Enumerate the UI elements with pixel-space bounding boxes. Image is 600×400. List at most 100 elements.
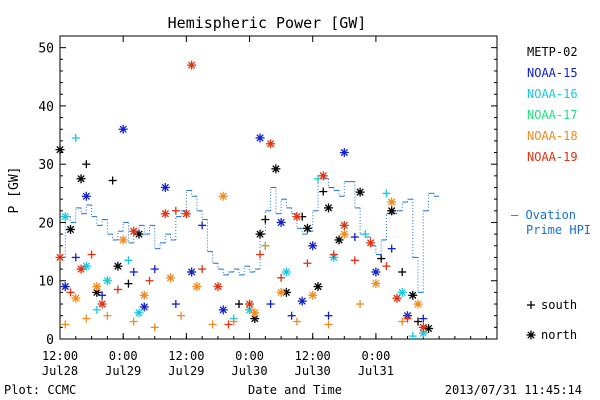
point-metp-02-north [271,164,281,174]
point-noaa-18-south [61,320,70,329]
point-metp-02-north [255,229,265,239]
ovation-hpi-line [60,175,440,293]
point-noaa-19-north [55,252,65,262]
y-axis-label: P [GW] [7,167,22,214]
point-metp-02-north [355,187,365,197]
point-noaa-19-north [160,209,170,219]
x-tick-label-date: Jul28 [42,364,78,378]
point-metp-02-south [124,279,133,288]
legend: METP-02 NOAA-15 NOAA-16 NOAA-17 NOAA-18 NOAA-… [511,45,591,342]
axis-labels: 0102030405012:00Jul280:00Jul2912:00Jul29… [38,42,394,378]
point-noaa-16-north [281,267,291,277]
point-noaa-19-north [97,299,107,309]
y-tick-label: 50 [38,42,54,57]
point-noaa-15-north [255,133,265,143]
x-tick-label-time: 0:00 [235,349,264,363]
legend-noaa-18: NOAA-18 [527,129,578,143]
y-tick-label: 30 [38,158,54,173]
point-noaa-15-south [324,311,333,320]
point-noaa-19-south [198,265,207,274]
point-noaa-18-north [413,299,423,309]
point-noaa-16-south [92,305,101,314]
point-noaa-19-south [403,314,412,323]
point-metp-02-north [313,282,323,292]
plot-timestamp: 2013/07/31 11:45:14 [445,383,582,397]
legend-metp-02: METP-02 [527,45,578,59]
point-noaa-15-south [150,265,159,274]
point-noaa-15-south [129,267,138,276]
point-noaa-15-south [171,300,180,309]
point-noaa-18-south [208,320,217,329]
point-noaa-18-south [129,317,138,326]
point-metp-02-north [387,206,397,216]
point-noaa-15-north [339,148,349,158]
point-noaa-15-north [118,124,128,134]
point-noaa-15-north [60,282,70,292]
point-noaa-16-south [408,332,417,341]
point-noaa-15-north [371,267,381,277]
point-noaa-16-north [418,328,428,338]
point-noaa-16-south [361,230,370,239]
point-noaa-19-north [129,226,139,236]
point-noaa-16-north [60,212,70,222]
point-noaa-18-north [250,308,260,318]
point-noaa-18-south [261,241,270,250]
point-metp-02-north [55,145,65,155]
point-noaa-16-south [71,133,80,142]
point-noaa-15-north [139,302,149,312]
point-noaa-19-south [303,259,312,268]
point-noaa-18-south [356,300,365,309]
point-noaa-19-south [224,320,233,329]
point-noaa-16-south [124,256,133,265]
y-tick-label: 40 [38,100,54,115]
point-noaa-15-south [266,300,275,309]
point-metp-02-north [408,290,418,300]
legend-noaa-16: NOAA-16 [527,87,578,101]
point-noaa-18-north [118,235,128,245]
point-noaa-18-north [192,282,202,292]
point-noaa-19-south [256,250,265,259]
x-tick-label-time: 0:00 [109,349,138,363]
y-tick-label: 10 [38,275,54,290]
point-metp-02-south [82,160,91,169]
point-noaa-15-south [350,233,359,242]
point-noaa-15-south [71,253,80,262]
point-noaa-19-north [181,209,191,219]
point-noaa-18-south [292,317,301,326]
legend-noaa-19: NOAA-19 [527,150,578,164]
point-noaa-19-south [113,285,122,294]
point-noaa-16-north [134,308,144,318]
point-noaa-19-south [66,288,75,297]
point-noaa-18-south [82,314,91,323]
x-tick-label-date: Jul29 [168,364,204,378]
legend-marker-north [526,330,536,340]
point-noaa-15-north [81,191,91,201]
point-metp-02-south [319,187,328,196]
point-noaa-18-north [139,290,149,300]
point-noaa-16-north [102,276,112,286]
legend-ovation-line1: — Ovation [511,208,576,222]
point-noaa-18-south [150,323,159,332]
point-noaa-19-south [350,256,359,265]
point-metp-02-north [66,224,76,234]
point-noaa-19-north [213,282,223,292]
point-noaa-18-south [324,320,333,329]
x-tick-label-time: 12:00 [42,349,78,363]
point-noaa-15-south [98,291,107,300]
point-metp-02-north [113,261,123,271]
point-noaa-15-south [419,314,428,323]
point-noaa-19-south [277,273,286,282]
point-metp-02-north [76,174,86,184]
point-noaa-18-north [308,290,318,300]
point-noaa-18-north [218,191,228,201]
point-noaa-19-south [171,206,180,215]
data-points [55,60,434,341]
y-grid-ticks [59,36,497,340]
point-noaa-18-south [177,311,186,320]
point-noaa-18-north [276,287,286,297]
point-noaa-19-north [418,322,428,332]
point-noaa-15-north [218,305,228,315]
point-noaa-18-north [371,279,381,289]
legend-marker-label: south [541,298,577,312]
legend-marker-south [527,301,535,309]
